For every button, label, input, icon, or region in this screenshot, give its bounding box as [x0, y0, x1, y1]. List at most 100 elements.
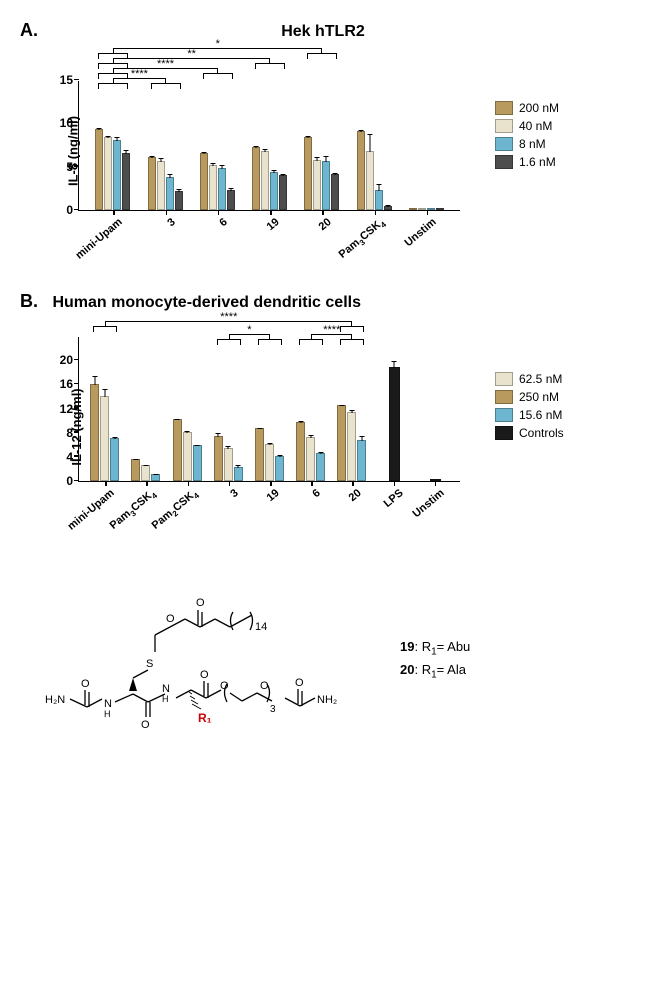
x-label: Unstim — [410, 487, 446, 520]
bar — [265, 444, 274, 481]
legend-swatch — [495, 119, 513, 133]
bar — [252, 147, 260, 210]
legend-swatch — [495, 101, 513, 115]
bar — [122, 153, 130, 210]
bar — [110, 438, 119, 481]
y-tick: 20 — [49, 353, 73, 367]
bar — [384, 206, 392, 210]
legend-swatch — [495, 137, 513, 151]
bar — [200, 153, 208, 210]
panel-b: B. Human monocyte-derived dendritic cell… — [20, 291, 628, 542]
x-label: 20 — [317, 216, 334, 233]
sig-label: **** — [220, 311, 237, 323]
bar — [436, 208, 444, 210]
bar — [227, 190, 235, 210]
y-tick: 5 — [49, 160, 73, 174]
svg-text:NH₂: NH₂ — [317, 694, 337, 706]
legend-label: Controls — [519, 426, 564, 440]
y-tick: 16 — [49, 377, 73, 391]
legend-swatch — [495, 372, 513, 386]
y-tick: 4 — [49, 450, 73, 464]
svg-text:3: 3 — [270, 704, 276, 715]
panel-a-chart: IL-8 (ng/ml) 051015mini-Upam361920Pam3CS… — [30, 41, 470, 261]
x-label: Pam3CSK4 — [336, 216, 388, 262]
x-label: LPS — [381, 487, 405, 510]
svg-text:O: O — [196, 597, 205, 609]
svg-text:O: O — [141, 719, 150, 731]
bar — [275, 456, 284, 481]
molecule-structure: O O 14 S NH O H₂N O NH O O O 3 O NH₂ R₁ — [20, 572, 360, 752]
bars-group — [252, 147, 287, 210]
bar — [166, 177, 174, 210]
bars-group — [304, 137, 339, 210]
bars-group — [95, 129, 130, 210]
svg-text:H: H — [162, 694, 169, 704]
molecule-legend-item: 19: R1= Abu — [400, 639, 470, 658]
svg-text:O: O — [295, 677, 304, 689]
svg-text:H₂N: H₂N — [45, 694, 65, 706]
bar — [148, 157, 156, 210]
x-label: 6 — [310, 487, 322, 500]
molecule-row: O O 14 S NH O H₂N O NH O O O 3 O NH₂ R₁ … — [20, 572, 628, 752]
bar — [270, 172, 278, 210]
bar — [151, 474, 160, 481]
bar — [337, 405, 346, 481]
panel-b-label: B. — [20, 291, 38, 312]
bar — [173, 419, 182, 481]
panel-b-chart: IL-12 (ng/ml) 048121620mini-UpamPam3CSK4… — [30, 312, 470, 542]
x-label: mini-Upam — [66, 487, 117, 533]
bar — [357, 131, 365, 210]
bar — [418, 208, 426, 210]
bars-group — [173, 419, 202, 481]
molecule-legend-item: 20: R1= Ala — [400, 662, 470, 681]
bar — [322, 161, 330, 210]
legend-item: 250 nM — [495, 390, 564, 404]
y-tick: 0 — [49, 474, 73, 488]
svg-text:O: O — [260, 680, 269, 692]
bar — [234, 467, 243, 482]
x-label: 19 — [265, 487, 282, 504]
panel-a: A. Hek hTLR2 IL-8 (ng/ml) 051015mini-Upa… — [20, 20, 628, 261]
bar — [306, 437, 315, 481]
legend-item: 15.6 nM — [495, 408, 564, 422]
bar — [113, 140, 121, 210]
legend-label: 15.6 nM — [519, 408, 562, 422]
legend-label: 8 nM — [519, 137, 546, 151]
x-label: 3 — [228, 487, 240, 500]
svg-text:H: H — [104, 709, 111, 719]
bar — [218, 168, 226, 210]
legend-label: 40 nM — [519, 119, 552, 133]
panel-b-chart-container: IL-12 (ng/ml) 048121620mini-UpamPam3CSK4… — [20, 312, 628, 542]
bar — [313, 160, 321, 210]
x-label: 6 — [217, 216, 229, 229]
bar — [183, 432, 192, 481]
legend-label: 1.6 nM — [519, 155, 556, 169]
bars-group — [200, 153, 235, 210]
legend-label: 250 nM — [519, 390, 559, 404]
svg-text:O: O — [220, 680, 229, 692]
sig-label: * — [216, 38, 220, 50]
panel-b-legend: 62.5 nM250 nM15.6 nMControls — [495, 372, 564, 444]
legend-label: 200 nM — [519, 101, 559, 115]
bars-group — [90, 384, 119, 481]
bars-group — [148, 157, 183, 210]
y-tick: 10 — [49, 116, 73, 130]
bar — [209, 165, 217, 210]
bar — [90, 384, 99, 481]
bar — [331, 174, 339, 210]
bar — [214, 436, 223, 481]
legend-swatch — [495, 390, 513, 404]
bar — [157, 161, 165, 210]
legend-swatch — [495, 426, 513, 440]
molecule-legend: 19: R1= Abu 20: R1= Ala — [400, 639, 470, 684]
bar — [409, 208, 417, 210]
x-label: 3 — [165, 216, 177, 229]
x-label: mini-Upam — [74, 216, 125, 262]
y-tick: 12 — [49, 402, 73, 416]
bar — [296, 422, 305, 481]
bars-group — [296, 422, 325, 481]
bar — [224, 448, 233, 481]
bar — [304, 137, 312, 210]
bar — [193, 445, 202, 481]
x-label: Unstim — [402, 216, 438, 249]
